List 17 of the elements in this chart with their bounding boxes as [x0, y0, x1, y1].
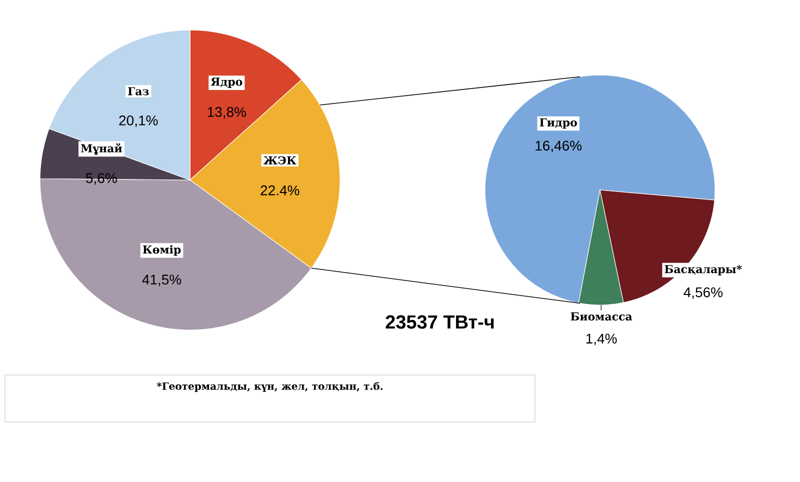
- slice-label: ЖЭК: [263, 156, 296, 165]
- slice-label: Мұнай: [80, 143, 122, 155]
- slice-label: Биомасса: [570, 312, 632, 321]
- data-label: 22.4%: [260, 185, 300, 196]
- slice-label: Көмір: [142, 245, 181, 256]
- data-label: 41,5%: [142, 274, 182, 286]
- slice-label: Газ: [128, 87, 149, 96]
- slice-label: Ядро: [210, 78, 242, 88]
- slice-label: Басқалары*: [664, 264, 742, 276]
- data-label: 4,56%: [684, 287, 723, 299]
- data-label: 1,4%: [586, 334, 617, 346]
- text: 23537 ТВт-ч: [386, 315, 494, 329]
- data-label: 13,8%: [208, 107, 246, 119]
- data-label: 16,46%: [536, 140, 582, 152]
- slice-label: Гидро: [540, 118, 577, 129]
- data-label: 20,1%: [119, 115, 158, 128]
- text: *Геотермальды, күн, жел, толқын, т.б.: [156, 382, 382, 392]
